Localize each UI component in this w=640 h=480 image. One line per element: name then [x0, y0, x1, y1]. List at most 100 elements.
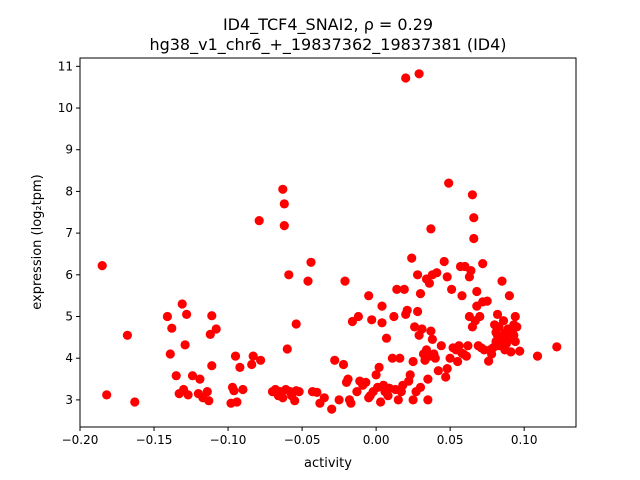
data-point-39 [278, 393, 287, 402]
data-point-21 [207, 361, 216, 370]
data-point-155 [469, 213, 478, 222]
data-point-42 [280, 221, 289, 230]
data-point-135 [443, 272, 452, 281]
data-point-112 [416, 289, 425, 298]
data-point-1 [102, 390, 111, 399]
data-point-74 [364, 291, 373, 300]
data-point-105 [409, 395, 418, 404]
y-tick-label: 8 [65, 184, 73, 198]
data-point-58 [327, 405, 336, 414]
data-point-5 [166, 349, 175, 358]
data-point-81 [376, 397, 385, 406]
data-point-187 [505, 291, 514, 300]
data-point-130 [434, 366, 443, 375]
data-point-114 [417, 324, 426, 333]
data-point-53 [306, 258, 315, 267]
y-tick-label: 10 [58, 101, 73, 115]
data-point-104 [409, 357, 418, 366]
x-axis-label: activity [304, 456, 352, 471]
data-point-59 [330, 356, 339, 365]
data-point-181 [499, 316, 508, 325]
data-point-44 [283, 344, 292, 353]
data-point-51 [295, 387, 304, 396]
x-tick-label: 0.00 [363, 433, 390, 447]
x-tick-label: −0.10 [210, 433, 247, 447]
y-axis-label: expression (log₂tpm) [30, 174, 45, 309]
data-point-152 [466, 266, 475, 275]
data-point-45 [284, 270, 293, 279]
data-point-27 [231, 352, 240, 361]
data-point-194 [512, 322, 521, 331]
data-point-4 [163, 312, 172, 321]
x-tick-label: −0.20 [62, 433, 99, 447]
data-point-72 [361, 378, 370, 387]
data-point-195 [515, 347, 524, 356]
data-point-52 [303, 277, 312, 286]
y-tick-label: 4 [65, 351, 73, 365]
data-point-34 [256, 356, 265, 365]
y-tick-label: 9 [65, 143, 73, 157]
x-tick-label: −0.05 [284, 433, 321, 447]
data-point-61 [339, 360, 348, 369]
data-point-134 [443, 364, 452, 373]
y-tick-label: 6 [65, 268, 73, 282]
data-point-125 [428, 335, 437, 344]
data-point-93 [394, 395, 403, 404]
data-point-99 [401, 73, 410, 82]
data-point-80 [375, 363, 384, 372]
data-point-192 [511, 337, 520, 346]
data-point-144 [457, 291, 466, 300]
data-point-193 [511, 312, 520, 321]
data-point-161 [475, 312, 484, 321]
data-point-166 [483, 297, 492, 306]
data-point-197 [552, 342, 561, 351]
data-point-188 [506, 347, 515, 356]
data-point-13 [184, 390, 193, 399]
data-point-148 [462, 352, 471, 361]
data-point-123 [426, 224, 435, 233]
data-point-154 [468, 190, 477, 199]
data-point-103 [407, 254, 416, 263]
data-point-60 [335, 395, 344, 404]
y-tick-label: 11 [58, 59, 73, 73]
data-point-40 [278, 185, 287, 194]
data-point-128 [431, 354, 440, 363]
chart-title-line1: ID4_TCF4_SNAI2, ρ = 0.29 [223, 15, 433, 35]
data-point-57 [320, 393, 329, 402]
data-point-48 [290, 396, 299, 405]
data-point-136 [444, 179, 453, 188]
data-point-19 [204, 396, 213, 405]
data-point-94 [395, 354, 404, 363]
x-tick-label: 0.10 [511, 433, 538, 447]
data-point-2 [123, 331, 132, 340]
data-point-108 [413, 307, 422, 316]
data-point-69 [354, 312, 363, 321]
y-tick-label: 7 [65, 226, 73, 240]
data-point-83 [377, 302, 386, 311]
data-point-109 [413, 270, 422, 279]
data-point-18 [203, 387, 212, 396]
data-point-164 [478, 259, 487, 268]
chart-title-line2: hg38_v1_chr6_+_19837362_19837381 (ID4) [149, 35, 506, 55]
data-point-133 [441, 372, 450, 381]
data-point-158 [472, 287, 481, 296]
data-point-29 [235, 363, 244, 372]
y-tick-label: 3 [65, 393, 73, 407]
data-point-180 [497, 277, 506, 286]
data-point-156 [469, 234, 478, 243]
data-point-23 [212, 324, 221, 333]
data-point-6 [167, 324, 176, 333]
data-point-86 [382, 334, 391, 343]
data-point-90 [389, 312, 398, 321]
data-point-11 [181, 340, 190, 349]
data-point-9 [178, 299, 187, 308]
data-point-49 [292, 319, 301, 328]
data-point-97 [400, 285, 409, 294]
data-point-0 [98, 261, 107, 270]
data-point-132 [440, 257, 449, 266]
data-point-31 [247, 360, 256, 369]
scatter-figure: ID4_TCF4_SNAI2, ρ = 0.29 hg38_v1_chr6_+_… [0, 0, 640, 480]
data-point-102 [406, 370, 415, 379]
data-point-149 [463, 341, 472, 350]
data-point-76 [367, 315, 376, 324]
